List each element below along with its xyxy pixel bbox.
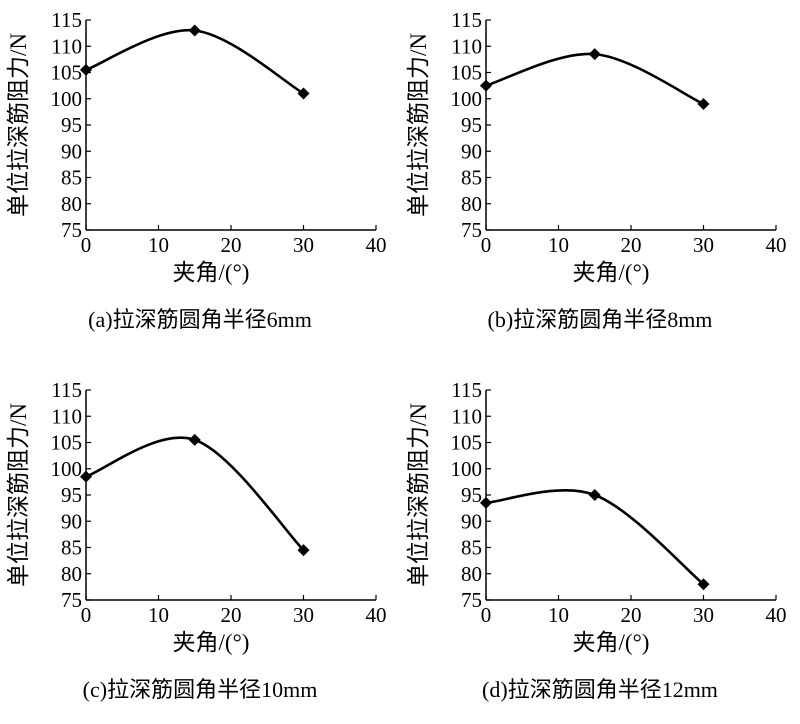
data-point	[480, 79, 492, 92]
chart-panel-c: 75 80 85 90 95 100 105 110 115 0 10 20 30 40 夹角/(°) 单位拉…	[0, 370, 400, 724]
y-tick-label: 85	[61, 166, 82, 190]
y-tick-label: 115	[51, 378, 82, 402]
y-tick-label: 75	[461, 588, 482, 612]
data-point	[697, 578, 710, 591]
y-tick-label: 75	[61, 588, 82, 612]
y-tick-label: 90	[61, 139, 82, 163]
y-axis-label: 单位拉深筋阻力/N	[6, 33, 31, 217]
data-point	[297, 544, 310, 557]
y-tick-label: 110	[451, 34, 482, 58]
y-tick-label: 80	[61, 192, 82, 216]
x-tick-label: 20	[221, 603, 242, 627]
chart-caption: (c)拉深筋圆角半径10mm	[82, 677, 318, 702]
x-tick-label: 10	[148, 603, 169, 627]
chart-caption: (d)拉深筋圆角半径12mm	[482, 677, 718, 702]
series-line	[485, 489, 705, 586]
y-axis-label: 单位拉深筋阻力/N	[6, 403, 31, 587]
x-tick-label: 20	[621, 603, 642, 627]
y-tick-label: 100	[51, 457, 83, 481]
x-tick-label: 10	[548, 233, 569, 257]
y-tick-label: 95	[461, 483, 482, 507]
y-tick-label: 90	[461, 139, 482, 163]
x-axis-label: 夹角/(°)	[573, 260, 650, 285]
x-axis-label: 夹角/(°)	[573, 630, 650, 655]
y-tick-label: 80	[461, 562, 482, 586]
data-point	[480, 496, 492, 509]
y-tick-label: 115	[451, 8, 482, 32]
data-point	[80, 470, 92, 483]
x-tick-label: 10	[148, 233, 169, 257]
x-tick-label: 30	[693, 233, 714, 257]
chart-panel-d: 75 80 85 90 95 100 105 110 115 0 10 20 30 40 夹角/(°) 单位拉…	[400, 370, 800, 724]
x-tick-label: 30	[293, 233, 314, 257]
x-tick-label: 40	[766, 603, 787, 627]
data-point	[297, 87, 310, 100]
data-point	[697, 98, 710, 110]
x-axis-label: 夹角/(°)	[173, 260, 250, 285]
y-tick-label: 105	[451, 431, 483, 455]
y-axis-label: 单位拉深筋阻力/N	[406, 33, 431, 217]
x-tick-label: 40	[766, 233, 787, 257]
y-tick-label: 100	[451, 87, 483, 111]
y-tick-label: 105	[451, 61, 483, 85]
x-tick-label: 10	[548, 603, 569, 627]
y-tick-label: 115	[451, 378, 482, 402]
x-tick-label: 40	[366, 603, 387, 627]
x-tick-label: 0	[81, 233, 92, 257]
y-tick-label: 100	[51, 87, 83, 111]
x-tick-label: 0	[481, 603, 492, 627]
y-tick-label: 85	[61, 536, 82, 560]
y-tick-label: 105	[51, 61, 83, 85]
data-point	[188, 433, 201, 446]
y-tick-label: 95	[461, 113, 482, 137]
chart-panel-a: 75 80 85 90 95 100 105 110 115 0 10 20 30 40 夹角/(°) 单位拉…	[0, 0, 400, 354]
data-point	[80, 63, 92, 76]
y-tick-label: 110	[451, 404, 482, 428]
y-tick-label: 105	[51, 431, 83, 455]
series-line	[85, 436, 305, 552]
chart-caption: (a)拉深筋圆角半径6mm	[88, 307, 312, 332]
y-tick-label: 115	[51, 8, 82, 32]
y-tick-label: 85	[461, 166, 482, 190]
series-line	[85, 29, 305, 95]
y-tick-label: 95	[61, 113, 82, 137]
chart-caption: (b)拉深筋圆角半径8mm	[487, 307, 713, 332]
data-point	[588, 489, 601, 501]
y-tick-label: 110	[51, 404, 82, 428]
y-tick-label: 90	[61, 509, 82, 533]
y-tick-label: 95	[61, 483, 82, 507]
y-tick-label: 75	[61, 218, 82, 242]
chart-panel-b: 75 80 85 90 95 100 105 110 115 0 10 20 30 40 夹角/(°) 单位拉…	[400, 0, 800, 354]
y-tick-label: 85	[461, 536, 482, 560]
y-tick-label: 80	[461, 192, 482, 216]
x-tick-label: 30	[293, 603, 314, 627]
x-tick-label: 0	[481, 233, 492, 257]
data-point	[588, 48, 601, 61]
x-tick-label: 20	[221, 233, 242, 257]
x-tick-label: 30	[693, 603, 714, 627]
x-tick-label: 40	[366, 233, 387, 257]
y-axis-label: 单位拉深筋阻力/N	[406, 403, 431, 587]
x-axis-label: 夹角/(°)	[173, 630, 250, 655]
series-line	[485, 52, 705, 106]
y-tick-label: 80	[61, 562, 82, 586]
x-tick-label: 20	[621, 233, 642, 257]
data-point	[188, 24, 201, 37]
x-tick-label: 0	[81, 603, 92, 627]
y-tick-label: 90	[461, 509, 482, 533]
y-tick-label: 75	[461, 218, 482, 242]
y-tick-label: 110	[51, 34, 82, 58]
y-tick-label: 100	[451, 457, 483, 481]
